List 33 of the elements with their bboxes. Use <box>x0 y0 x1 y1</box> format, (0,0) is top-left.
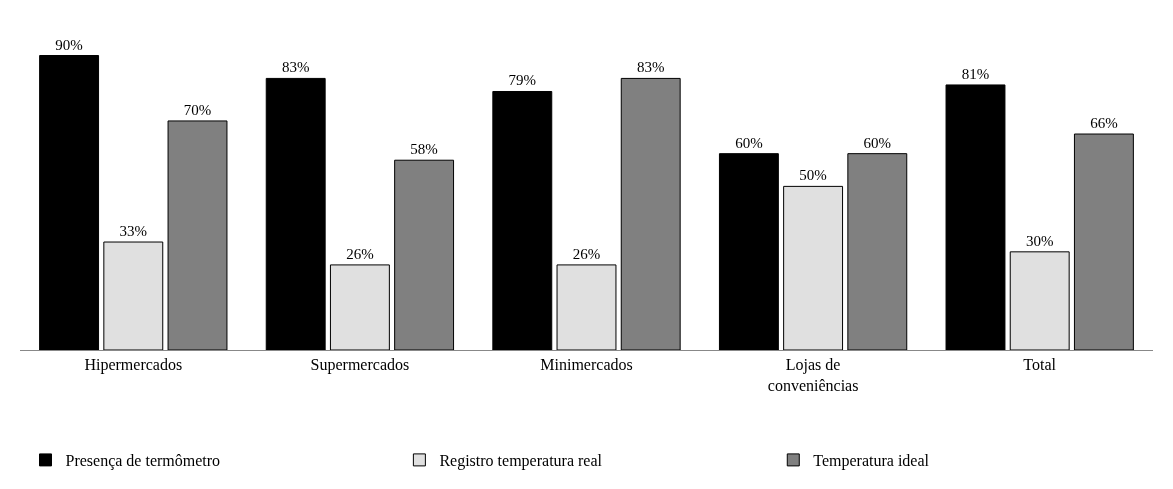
data-label: 58% <box>410 141 438 158</box>
x-tick-label: Hipermercados <box>84 356 183 375</box>
data-label: 30% <box>1025 232 1054 249</box>
data-label: 33% <box>119 223 148 240</box>
x-tick-label: Lojas de conveniências <box>767 356 859 394</box>
bar <box>783 185 844 350</box>
bar <box>556 264 617 350</box>
bar <box>265 77 326 350</box>
bar <box>329 264 390 350</box>
bar <box>718 153 779 350</box>
data-label: 66% <box>1090 115 1118 132</box>
x-tick-label: Minimercados <box>540 356 633 374</box>
bar <box>492 90 553 350</box>
x-tick-label: Total <box>1023 356 1057 374</box>
data-label: 26% <box>346 245 374 262</box>
data-label: 79% <box>508 72 537 89</box>
bar <box>39 55 100 350</box>
data-label: 60% <box>735 134 763 151</box>
data-label: 81% <box>961 65 990 82</box>
data-label: 83% <box>636 59 665 76</box>
bar <box>945 84 1006 350</box>
data-label: 50% <box>799 167 827 184</box>
legend-label: Registro temperatura real <box>439 452 603 471</box>
legend-label: Presença de termômetro <box>65 452 221 471</box>
data-label: 26% <box>572 245 601 262</box>
data-label: 70% <box>183 101 212 118</box>
data-label: 90% <box>55 36 83 53</box>
legend-label: Temperatura ideal <box>813 452 930 471</box>
data-label: 60% <box>863 134 892 151</box>
data-label: 83% <box>281 59 310 76</box>
bar <box>103 241 164 350</box>
bar <box>1009 251 1070 350</box>
x-tick-label: Supermercados <box>310 356 410 375</box>
